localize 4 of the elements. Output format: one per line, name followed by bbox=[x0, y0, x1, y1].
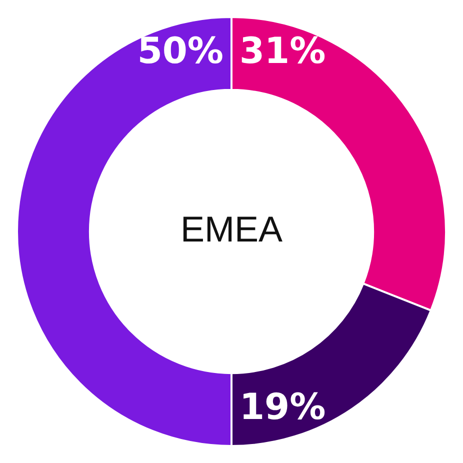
data-label: 31% bbox=[240, 30, 326, 72]
text: EMEA bbox=[180, 208, 283, 250]
data-label: 19% bbox=[240, 386, 326, 428]
data-label: 50% bbox=[137, 30, 224, 72]
